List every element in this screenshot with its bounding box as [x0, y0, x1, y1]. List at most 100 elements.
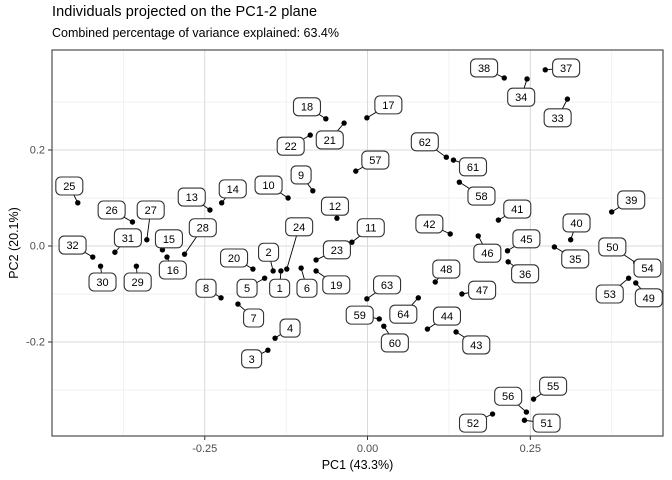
point-label-30: 30: [96, 277, 108, 289]
point-label-box-36: [511, 264, 540, 284]
point-label-box-3: [241, 349, 263, 369]
x-tick-label: 0.00: [357, 443, 378, 455]
point-label-36: 36: [519, 269, 531, 281]
x-axis-title: PC1 (43.3%): [321, 458, 394, 472]
point-label-1: 1: [277, 283, 283, 295]
point-label-25: 25: [63, 181, 75, 193]
point-label-18: 18: [301, 102, 313, 114]
x-tick-label: 0.25: [520, 443, 541, 455]
point-label-27: 27: [145, 205, 157, 217]
data-point-59: [376, 316, 382, 322]
data-point-16: [164, 254, 170, 260]
point-label-37: 37: [560, 63, 572, 75]
data-point-27: [144, 237, 150, 243]
point-label-box-16: [158, 260, 187, 280]
data-point-55: [530, 396, 537, 402]
plot-panel: [52, 50, 663, 436]
plot-subtitle: Combined percentage of variance explaine…: [52, 26, 339, 40]
point-label-box-20: [219, 248, 249, 268]
data-point-31: [112, 249, 118, 255]
point-label-22: 22: [285, 141, 297, 153]
data-point-9: [310, 188, 316, 194]
point-label-15: 15: [163, 234, 175, 246]
data-point-41: [495, 217, 502, 223]
point-label-6: 6: [304, 283, 310, 295]
data-point-7: [235, 301, 241, 307]
point-label-box-35: [561, 249, 590, 269]
data-point-60: [381, 323, 387, 329]
point-label-box-44: [432, 306, 462, 326]
y-tick-label: 0.2: [30, 145, 45, 157]
data-points: [75, 67, 640, 423]
data-point-18: [323, 116, 329, 122]
point-label-63: 63: [381, 280, 393, 292]
point-label-box-23: [322, 240, 351, 260]
point-label-12: 12: [329, 201, 341, 213]
data-point-6: [298, 265, 304, 271]
point-label-box-7: [243, 308, 265, 328]
point-label-box-60: [380, 333, 409, 353]
point-label-57: 57: [369, 155, 381, 167]
data-point-52: [489, 411, 496, 417]
point-label-40: 40: [570, 218, 582, 230]
point-label-box-42: [415, 214, 444, 234]
point-label-34: 34: [515, 92, 527, 104]
point-label-box-41: [503, 199, 532, 219]
point-label-box-1: [269, 278, 291, 298]
point-label-box-6: [296, 278, 318, 298]
point-label-11: 11: [365, 223, 376, 235]
point-label-box-43: [462, 335, 491, 355]
point-label-box-27: [136, 200, 165, 220]
data-point-57: [353, 168, 359, 174]
point-label-41: 41: [511, 204, 523, 216]
point-label-14: 14: [227, 184, 239, 196]
point-label-box-38: [470, 58, 499, 78]
data-point-48: [432, 279, 438, 285]
point-label-23: 23: [331, 245, 343, 257]
point-label-box-8: [195, 278, 217, 298]
point-label-46: 46: [481, 248, 493, 260]
point-label-box-59: [345, 305, 374, 325]
panel-background: [52, 50, 663, 436]
data-point-62: [443, 154, 450, 160]
point-label-26: 26: [106, 205, 118, 217]
point-label-box-49: [634, 288, 663, 308]
plot-title: Individuals projected on the PC1-2 plane: [52, 4, 318, 20]
data-point-23: [313, 257, 319, 263]
data-point-13: [207, 207, 213, 213]
point-label-box-39: [617, 190, 646, 210]
point-label-13: 13: [186, 192, 198, 204]
data-point-45: [504, 248, 511, 254]
data-point-30: [97, 263, 104, 269]
point-label-box-53: [595, 284, 624, 304]
point-label-8: 8: [203, 283, 209, 295]
point-label-box-17: [374, 95, 403, 115]
point-label-box-4: [279, 318, 301, 338]
data-point-32: [90, 254, 96, 260]
point-label-box-24: [285, 217, 314, 237]
point-label-62: 62: [419, 137, 431, 149]
point-label-47: 47: [476, 285, 488, 297]
point-label-31: 31: [122, 233, 134, 245]
data-point-15: [159, 247, 166, 253]
point-label-box-29: [123, 272, 152, 292]
point-label-60: 60: [389, 338, 401, 350]
data-point-29: [133, 263, 140, 269]
data-point-63: [364, 296, 370, 302]
point-label-39: 39: [625, 195, 637, 207]
point-label-box-9: [290, 165, 312, 185]
data-point-3: [265, 347, 271, 353]
point-label-box-28: [188, 218, 217, 238]
point-label-box-18: [292, 97, 322, 117]
point-label-box-50: [598, 237, 627, 257]
point-label-box-47: [468, 280, 497, 300]
point-label-3: 3: [249, 354, 255, 366]
data-point-5: [261, 275, 268, 281]
point-label-43: 43: [470, 340, 482, 352]
point-label-33: 33: [552, 113, 564, 125]
point-label-45: 45: [520, 234, 532, 246]
point-label-54: 54: [641, 263, 653, 275]
point-label-box-56: [494, 386, 523, 406]
point-label-box-32: [58, 235, 87, 255]
